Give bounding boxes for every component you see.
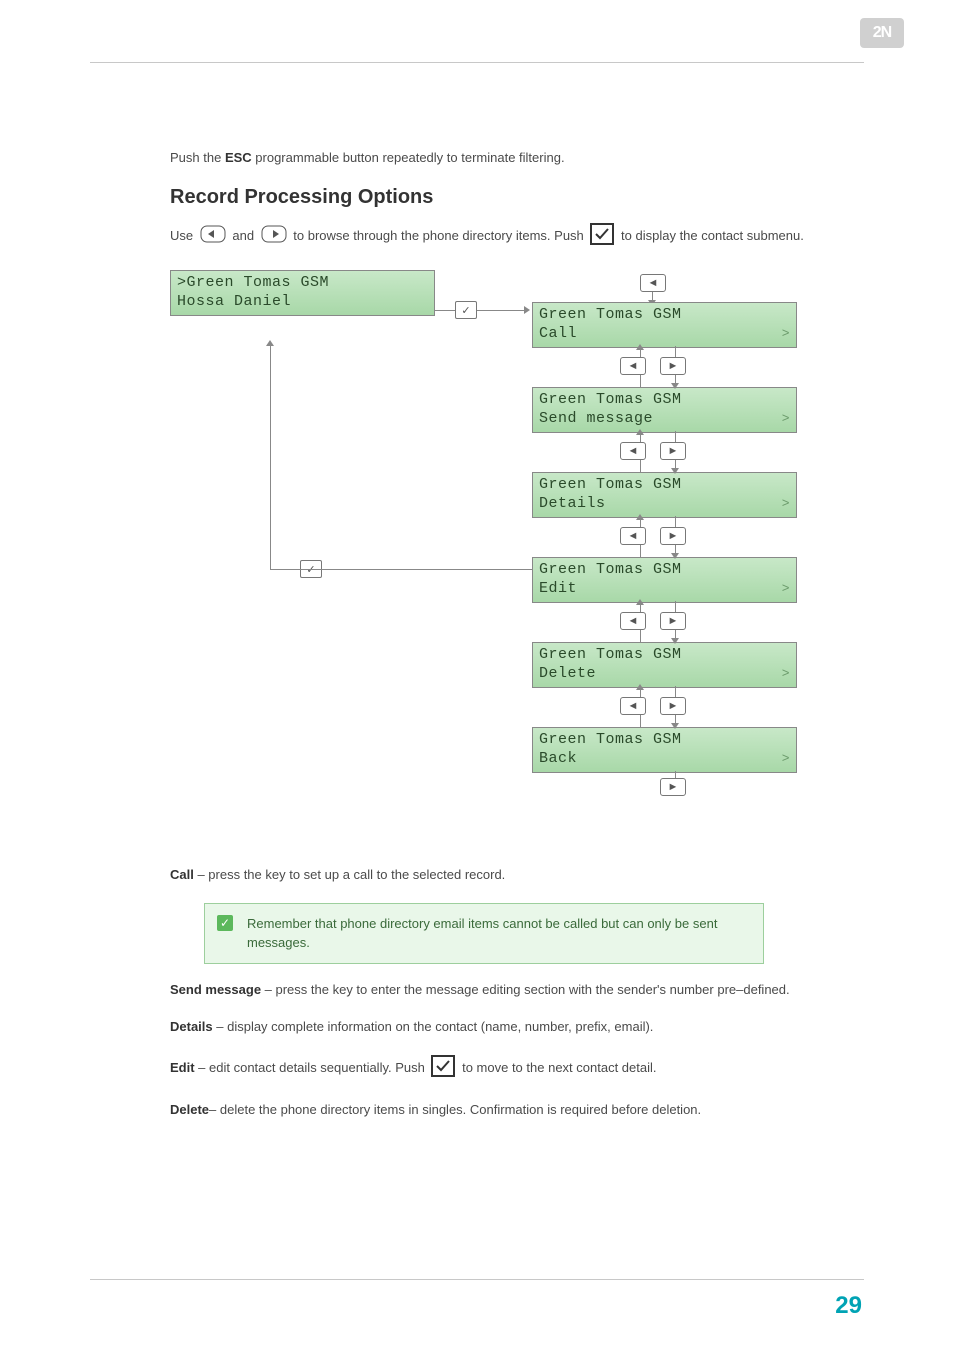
lcd-directory: >Green Tomas GSM Hossa Daniel <box>170 270 435 316</box>
arrowhead-icon <box>636 429 644 435</box>
chevron-right-icon: > <box>782 581 790 597</box>
use-paragraph: Use and to browse through the phone dire… <box>170 223 845 251</box>
header-rule <box>90 62 864 63</box>
menu-diagram: >Green Tomas GSM Hossa Daniel ◄ ✓ ✓ Gree… <box>170 270 840 835</box>
lcd-menu-back: Green Tomas GSM Back > <box>532 727 797 773</box>
footer-rule <box>90 1279 864 1280</box>
arrowhead-icon <box>636 344 644 350</box>
chevron-right-icon: > <box>782 666 790 682</box>
right-nav-icon: ► <box>660 697 686 715</box>
right-nav-icon: ► <box>660 778 686 796</box>
arrowhead-icon <box>636 599 644 605</box>
note-text: Remember that phone directory email item… <box>247 916 717 951</box>
chevron-right-icon: > <box>782 326 790 342</box>
connector <box>270 569 532 570</box>
page-number: 29 <box>835 1292 862 1320</box>
logo-text: 2N <box>873 24 891 42</box>
arrowhead-icon <box>671 638 679 644</box>
desc-delete: Delete– delete the phone directory items… <box>170 1100 845 1120</box>
left-nav-icon: ◄ <box>620 357 646 375</box>
ok-key-icon <box>590 223 614 251</box>
chevron-right-icon: > <box>782 751 790 767</box>
lcd-menu-send: Green Tomas GSM Send message > <box>532 387 797 433</box>
right-key-icon <box>261 225 287 249</box>
lcd-menu-call: Green Tomas GSM Call > <box>532 302 797 348</box>
left-nav-icon: ◄ <box>620 612 646 630</box>
right-nav-icon: ► <box>660 527 686 545</box>
arrowhead-icon <box>524 306 530 314</box>
intro-paragraph: Push the ESC programmable button repeate… <box>170 148 845 168</box>
chevron-right-icon: > <box>782 411 790 427</box>
arrowhead-icon <box>671 383 679 389</box>
esc-label: ESC <box>225 150 252 165</box>
arrowhead-icon <box>671 468 679 474</box>
left-key-icon <box>200 225 226 249</box>
left-nav-icon: ◄ <box>620 527 646 545</box>
arrowhead-icon <box>636 684 644 690</box>
left-nav-icon: ◄ <box>620 697 646 715</box>
chevron-right-icon: > <box>782 496 790 512</box>
brand-logo: 2N <box>860 18 904 48</box>
connector <box>270 344 271 569</box>
lcd-row2: Hossa Daniel <box>177 293 428 312</box>
desc-call: Call – press the key to set up a call to… <box>170 865 845 885</box>
arrowhead-icon <box>266 340 274 346</box>
arrowhead-icon <box>636 514 644 520</box>
ok-icon: ✓ <box>455 301 477 319</box>
right-nav-icon: ► <box>660 357 686 375</box>
check-icon: ✓ <box>217 915 233 931</box>
arrowhead-icon <box>671 723 679 729</box>
lcd-row1: >Green Tomas GSM <box>177 274 428 293</box>
arrowhead-icon <box>671 553 679 559</box>
desc-send: Send message – press the key to enter th… <box>170 980 845 1000</box>
note-box: ✓ Remember that phone directory email it… <box>204 903 764 964</box>
desc-details: Details – display complete information o… <box>170 1017 845 1037</box>
right-nav-icon: ► <box>660 442 686 460</box>
ok-key-icon <box>431 1055 455 1083</box>
lcd-menu-details: Green Tomas GSM Details > <box>532 472 797 518</box>
section-heading: Record Processing Options <box>170 186 845 209</box>
lcd-menu-edit: Green Tomas GSM Edit > <box>532 557 797 603</box>
left-nav-icon: ◄ <box>620 442 646 460</box>
lcd-menu-delete: Green Tomas GSM Delete > <box>532 642 797 688</box>
page-content: Push the ESC programmable button repeate… <box>170 148 845 1138</box>
connector <box>435 310 525 311</box>
right-nav-icon: ► <box>660 612 686 630</box>
left-nav-icon: ◄ <box>640 274 666 292</box>
desc-edit: Edit – edit contact details sequentially… <box>170 1055 845 1083</box>
